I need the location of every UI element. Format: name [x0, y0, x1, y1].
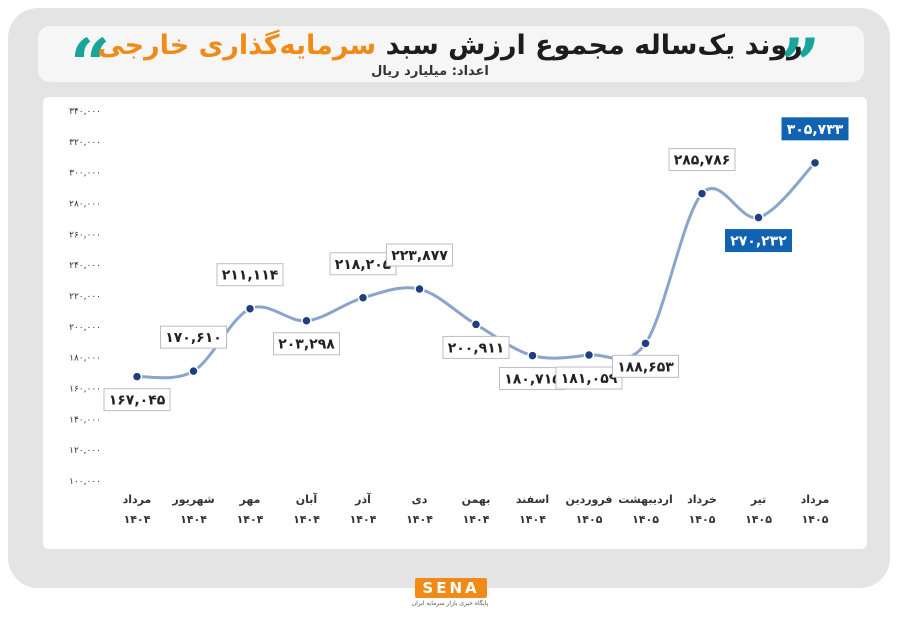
data-point [188, 365, 199, 377]
unit-label: اعداد: میلیارد ریال [371, 64, 489, 79]
x-tick-year: ۱۴۰۴ [406, 513, 433, 526]
data-label-box [273, 332, 340, 356]
data-label: ۲۱۱,۱۱۴ [222, 268, 279, 284]
data-point [301, 315, 312, 326]
plot-panel: ۱۰۰,۰۰۰ ۱۲۰,۰۰۰ ۱۴۰,۰۰۰ ۱۶۰,۰۰۰ ۱۸۰,۰۰۰ ۲۰۰,۰… [43, 97, 867, 549]
data-point [753, 212, 764, 223]
line-chart: ۱۰۰,۰۰۰ ۱۲۰,۰۰۰ ۱۴۰,۰۰۰ ۱۶۰,۰۰۰ ۱۸۰,۰۰۰ ۲۰۰,۰… [69, 107, 849, 526]
data-point [696, 188, 708, 199]
x-tick-year: ۱۴۰۴ [519, 513, 546, 526]
data-label-box [160, 325, 227, 349]
x-tick-year: ۱۴۰۴ [124, 513, 151, 526]
x-tick-month: مرداد [123, 493, 152, 506]
y-tick-label: ۲۲۰,۰۰۰ [69, 292, 101, 302]
x-tick-month: دی [412, 493, 428, 506]
data-label-box [781, 117, 849, 141]
x-tick-month: فروردین [566, 493, 613, 506]
data-label-box [216, 263, 284, 287]
data-label: ۲۰۳,۲۹۸ [278, 337, 335, 353]
y-tick-label: ۳۰۰,۰۰۰ [69, 169, 101, 179]
y-tick-label: ۱۴۰,۰۰۰ [69, 415, 101, 425]
logo-tagline: پایگاه خبری بازار سرمایه ایران [411, 600, 489, 607]
data-label-box [442, 335, 510, 359]
x-tick-year: ۱۴۰۵ [689, 513, 716, 526]
x-tick-month: مهر [239, 493, 261, 506]
y-tick-label: ۱۸۰,۰۰۰ [69, 354, 101, 364]
data-label: ۱۸۱,۰۵۹ [561, 371, 618, 387]
x-tick-year: ۱۴۰۴ [237, 513, 264, 526]
data-point [244, 303, 256, 314]
data-label-box [668, 148, 736, 172]
x-tick-month: آذر [354, 492, 371, 506]
chart-title-accent: سرمایه‌گذاری خارجی [97, 30, 377, 61]
title-banner [38, 26, 864, 82]
data-label: ۱۸۸,۶۵۳ [617, 359, 674, 375]
x-tick-year: ۱۴۰۵ [802, 513, 829, 526]
close-quote-icon: ” [780, 23, 821, 106]
data-point [470, 319, 482, 330]
data-label-box [103, 388, 171, 412]
x-tick-month: مرداد [801, 493, 830, 506]
data-label-box [386, 243, 453, 267]
x-tick-year: ۱۴۰۵ [576, 513, 603, 526]
data-label: ۱۸۰,۷۱۵ [504, 372, 561, 388]
x-tick-year: ۱۴۰۵ [745, 513, 772, 526]
data-label-box [555, 366, 623, 390]
x-tick-year: ۱۴۰۴ [180, 513, 207, 526]
x-tick-month: بهمن [462, 493, 491, 506]
sena-logo: SENA پایگاه خبری بازار سرمایه ایران [385, 575, 515, 615]
data-label: ۲۰۰,۹۱۱ [448, 340, 505, 356]
chart-title: روند یک‌ساله مجموع ارزش سبد سرمایه‌گذاری… [0, 30, 900, 61]
data-label: ۱۷۰,۶۱۰ [165, 330, 222, 346]
data-point [414, 283, 425, 295]
data-point [640, 338, 651, 349]
x-tick-year: ۱۴۰۵ [632, 513, 659, 526]
data-label-box [612, 354, 679, 378]
open-quote-icon: “ [70, 23, 111, 106]
data-point [809, 157, 821, 169]
data-label: ۲۸۵,۷۸۶ [674, 153, 731, 169]
y-tick-label: ۲۰۰,۰۰۰ [69, 323, 101, 333]
y-tick-label: ۳۴۰,۰۰۰ [69, 107, 101, 117]
data-point [527, 350, 538, 361]
x-tick-month: اسفند [516, 493, 549, 506]
data-point [583, 349, 595, 361]
y-tick-label: ۲۴۰,۰۰۰ [69, 261, 101, 271]
y-tick-label: ۱۲۰,۰۰۰ [69, 446, 101, 456]
data-label: ۲۷۰,۲۳۲ [730, 234, 787, 250]
x-tick-year: ۱۴۰۴ [463, 513, 490, 526]
chart-title-main: روند یک‌ساله مجموع ارزش سبد [385, 30, 803, 61]
y-tick-label: ۲۶۰,۰۰۰ [69, 230, 101, 240]
data-label-box [725, 229, 792, 253]
x-tick-month: آبان [296, 492, 318, 506]
x-tick-month: شهریور [171, 493, 214, 506]
logo-wordmark: SENA [415, 578, 487, 598]
y-tick-label: ۲۸۰,۰۰۰ [69, 200, 101, 210]
x-tick-year: ۱۴۰۴ [293, 513, 320, 526]
x-tick-month: خرداد [687, 493, 717, 506]
x-tick-month: تیر [750, 493, 766, 506]
y-tick-label: ۱۰۰,۰۰۰ [69, 477, 101, 487]
data-point [131, 371, 143, 382]
data-label: ۲۲۳,۸۷۷ [391, 248, 448, 264]
x-tick-month: اردیبهشت [618, 493, 672, 506]
data-label: ۲۱۸,۲۰۵ [335, 257, 392, 273]
data-label: ۳۰۵,۷۳۳ [787, 122, 844, 138]
data-label: ۱۶۷,۰۴۵ [109, 393, 166, 409]
data-point [357, 292, 369, 304]
y-tick-label: ۳۲۰,۰۰۰ [69, 138, 101, 148]
y-tick-label: ۱۶۰,۰۰۰ [69, 385, 101, 395]
x-tick-year: ۱۴۰۴ [350, 513, 377, 526]
